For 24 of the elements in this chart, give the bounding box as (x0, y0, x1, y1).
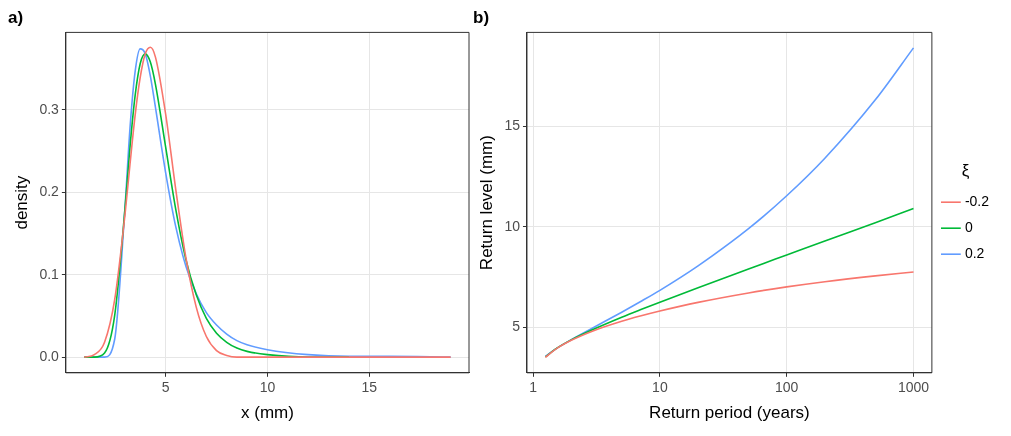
legend-label: -0.2 (964, 193, 990, 210)
y-tick-label: 0.1 (39, 265, 60, 282)
y-tick-label: 0.3 (39, 100, 60, 117)
y-axis-title: density (11, 175, 31, 230)
y-axis-title: Return level (mm) (476, 135, 496, 271)
y-tick-label: 0.0 (39, 348, 60, 364)
x-tick-label: 5 (161, 379, 170, 396)
x-tick-label: 10 (259, 379, 276, 396)
x-axis-title: x (mm) (240, 403, 294, 423)
x-tick-label: 10 (652, 379, 668, 396)
x-tick-label: 100 (775, 379, 799, 396)
x-tick-label: 15 (361, 379, 378, 396)
legend-label: 0.2 (964, 245, 985, 262)
chart-title: a) (8, 7, 24, 27)
y-tick-label: 0.2 (39, 183, 60, 200)
chart-title: b) (473, 7, 490, 27)
x-tick-label: 1 (529, 379, 538, 396)
y-tick-label: 15 (504, 117, 521, 134)
y-tick-label: 5 (512, 318, 521, 335)
x-tick-label: 1000 (897, 379, 930, 396)
legend-title: ξ (961, 160, 970, 180)
legend-label: 0 (964, 219, 973, 236)
y-tick-label: 10 (504, 217, 521, 234)
x-axis-title: Return period (years) (649, 403, 810, 423)
